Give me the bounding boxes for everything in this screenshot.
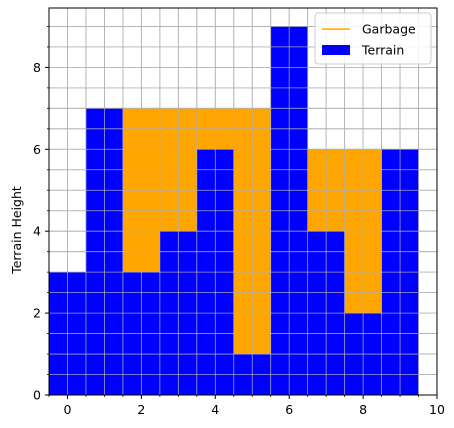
x-tick-label: 10	[429, 402, 445, 417]
y-tick-label: 4	[33, 224, 41, 239]
legend: Garbage Terrain	[314, 12, 432, 65]
legend-label-garbage: Garbage	[362, 22, 416, 37]
y-tick-label: 6	[33, 142, 41, 157]
grid-overlay	[48, 8, 438, 396]
x-tick-label: 0	[63, 402, 71, 417]
ticks: 0 2 4 6 8 10 0 2 4 6 8	[33, 26, 445, 417]
plot-frame	[48, 7, 438, 396]
x-tick-label: 4	[211, 402, 219, 417]
axes-frame	[48, 7, 438, 396]
legend-label-terrain: Terrain	[361, 43, 404, 58]
bars	[48, 8, 438, 396]
y-tick-label: 0	[33, 388, 41, 403]
y-tick-label: 2	[33, 306, 41, 321]
x-tick-label: 6	[285, 402, 293, 417]
y-axis-label: Terrain Height	[9, 186, 24, 275]
legend-swatch-terrain	[322, 45, 350, 55]
y-tick-label: 8	[33, 60, 41, 75]
x-tick-label: 8	[359, 402, 367, 417]
x-tick-label: 2	[137, 402, 145, 417]
